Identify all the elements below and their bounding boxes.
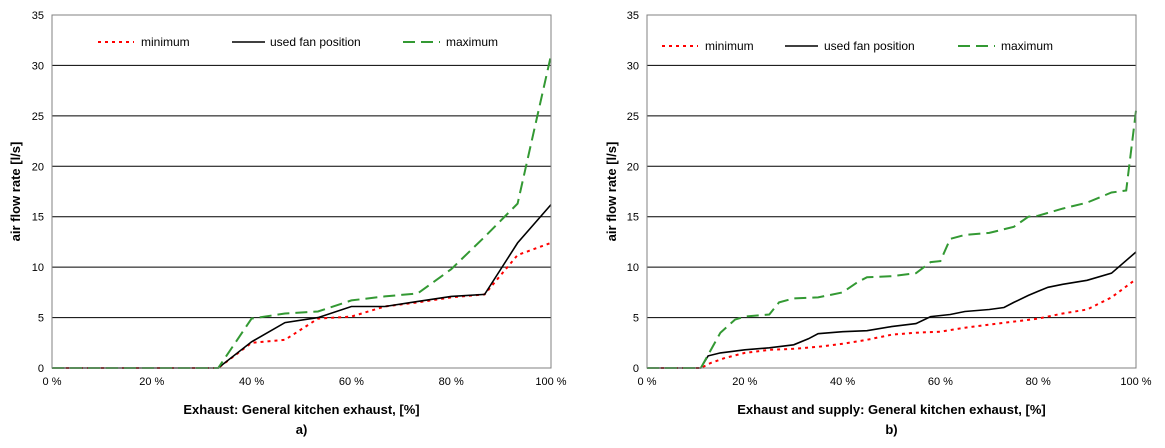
y-tick-label: 35 [32, 10, 44, 22]
legend-label: maximum [446, 35, 498, 49]
x-axis-label: Exhaust and supply: General kitchen exha… [737, 402, 1045, 417]
y-tick-label: 20 [627, 161, 639, 173]
plot-area [51, 14, 552, 369]
series-line-maximum [52, 55, 552, 369]
y-axis-label: air flow rate [l/s] [8, 142, 23, 242]
x-tick-label: 20 % [732, 376, 757, 388]
x-tick-label: 80 % [1026, 376, 1051, 388]
y-tick-label: 15 [627, 212, 639, 224]
legend-label: minimum [141, 35, 190, 49]
legend-label: used fan position [270, 35, 361, 49]
series-line-minimum [647, 278, 1137, 369]
y-tick-label: 10 [32, 262, 44, 274]
y-tick-label: 30 [627, 60, 639, 72]
x-tick-label: 60 % [928, 376, 953, 388]
y-tick-label: 35 [627, 10, 639, 22]
legend-label: minimum [705, 39, 754, 53]
x-tick-label: 0 % [43, 376, 62, 388]
legend-label: maximum [1001, 39, 1053, 53]
plot-area [646, 14, 1137, 369]
y-tick-label: 30 [32, 60, 44, 72]
x-tick-label: 40 % [239, 376, 264, 388]
y-tick-label: 0 [38, 363, 44, 375]
y-tick-label: 25 [32, 111, 44, 123]
x-tick-label: 20 % [139, 376, 164, 388]
y-tick-label: 0 [633, 363, 639, 375]
y-axis-label: air flow rate [l/s] [604, 142, 619, 242]
x-tick-label: 80 % [439, 376, 464, 388]
y-tick-label: 25 [627, 111, 639, 123]
series-line-minimum [52, 241, 552, 369]
y-tick-label: 5 [633, 313, 639, 325]
panel-label: b) [885, 422, 897, 437]
legend-label: used fan position [824, 39, 915, 53]
y-tick-label: 10 [627, 262, 639, 274]
panel-label: a) [296, 422, 308, 437]
series-line-used-fan-position [647, 251, 1137, 369]
x-tick-label: 100 % [535, 376, 566, 388]
y-tick-label: 20 [32, 161, 44, 173]
y-tick-label: 5 [38, 313, 44, 325]
x-axis-label: Exhaust: General kitchen exhaust, [%] [183, 402, 419, 417]
x-tick-label: 40 % [830, 376, 855, 388]
series-line-used-fan-position [52, 204, 552, 369]
y-tick-label: 15 [32, 212, 44, 224]
x-tick-label: 100 % [1120, 376, 1151, 388]
x-tick-label: 60 % [339, 376, 364, 388]
x-tick-label: 0 % [638, 376, 657, 388]
legend: minimum used fan position maximum [662, 39, 1053, 53]
legend: minimum used fan position maximum [98, 35, 498, 49]
series-line-maximum [647, 110, 1137, 369]
